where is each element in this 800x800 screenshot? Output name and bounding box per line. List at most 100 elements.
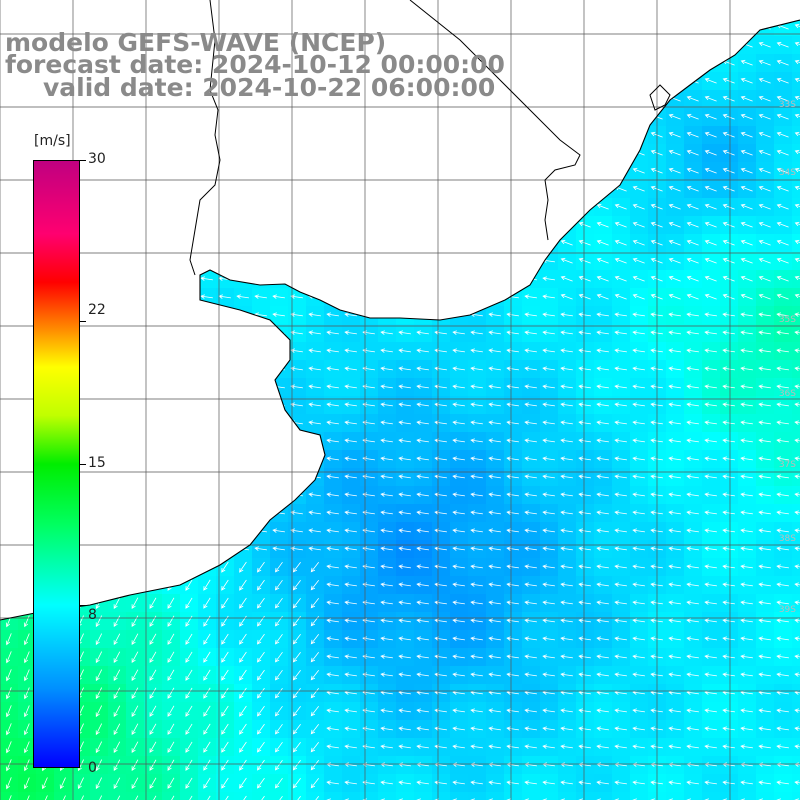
wind-arrow [596,636,609,641]
wind-arrow [524,60,537,65]
wind-arrow [416,744,429,749]
wind-arrow [398,240,411,245]
wind-arrow [740,726,753,731]
wind-arrow [5,705,12,718]
wind-arrow [23,561,30,574]
wind-speed-cell [306,468,325,487]
wind-arrow [722,131,735,138]
wind-arrow [272,204,285,209]
wind-arrow [704,312,717,317]
wind-arrow [164,168,177,173]
wind-arrow [200,240,213,245]
wind-speed-cell [180,252,199,271]
wind-arrow [542,492,555,497]
wind-arrow [236,186,249,191]
wind-arrow [239,705,247,717]
wind-speed-cell [522,252,541,271]
wind-speed-cell [126,234,145,253]
wind-speed-cell [306,450,325,469]
wind-arrow [632,257,645,264]
wind-arrow [470,240,483,245]
wind-speed-cell [450,216,469,235]
wind-arrow [398,132,411,137]
wind-speed-cell [324,162,343,181]
wind-arrow [452,150,465,155]
wind-arrow [578,510,591,515]
wind-arrow [218,312,231,317]
wind-speed-cell [270,792,289,800]
wind-arrow [110,528,123,533]
wind-arrow [542,366,555,371]
wind-speed-cell [324,270,343,289]
wind-arrow [758,582,771,587]
wind-arrow [596,402,609,407]
wind-arrow [686,293,699,300]
wind-arrow [308,204,321,209]
wind-speed-cell [360,144,379,163]
wind-arrow [310,580,320,591]
wind-speed-cell [198,486,217,505]
wind-arrow [740,582,753,587]
wind-speed-cell [360,180,379,199]
wind-arrow [542,240,555,245]
wind-speed-cell [108,108,127,127]
wind-arrow [95,669,103,682]
wind-arrow [578,312,591,317]
wind-arrow [398,294,411,299]
wind-arrow [488,42,501,47]
wind-arrow [272,492,285,497]
wind-arrow [182,186,195,191]
wind-speed-cell [234,252,253,271]
wind-arrow [704,330,717,335]
wind-speed-cell [612,54,631,73]
wind-arrow [164,114,177,119]
wind-arrow [236,114,249,119]
wind-speed-cell [414,108,433,127]
wind-arrow [632,564,645,569]
wind-arrow [128,438,141,443]
wind-arrow [632,726,645,731]
wind-speed-cell [792,126,800,145]
wind-arrow [470,204,483,209]
wind-arrow [542,348,555,353]
wind-arrow [111,7,123,11]
wind-arrow [236,384,249,389]
wind-arrow [326,564,339,569]
wind-arrow [416,582,429,587]
wind-arrow [488,114,501,119]
wind-arrow [200,492,213,497]
wind-arrow [560,546,573,551]
wind-arrow [524,726,537,731]
wind-arrow [560,402,573,407]
wind-speed-cell [522,216,541,235]
wind-speed-cell [576,54,595,73]
wind-speed-cell [144,522,163,541]
wind-arrow [632,131,645,138]
wind-speed-cell [792,36,800,55]
wind-arrow [92,438,105,443]
wind-arrow [38,150,51,155]
wind-speed-cell [144,360,163,379]
wind-speed-cell [234,198,253,217]
wind-arrow [254,258,267,263]
wind-arrow [434,474,447,479]
wind-speed-cell [162,324,181,343]
wind-arrow [167,777,175,789]
wind-speed-cell [450,162,469,181]
wind-arrow [506,186,519,191]
wind-arrow [560,149,573,156]
wind-arrow [20,438,33,443]
wind-arrow [2,78,15,83]
wind-arrow [686,348,699,353]
wind-arrow [344,420,357,425]
wind-arrow [272,474,285,479]
wind-speed-cell [270,360,289,379]
wind-speed-cell [288,252,307,271]
coastline [0,19,800,621]
wind-arrow [149,687,157,699]
wind-speed-cell [342,144,361,163]
wind-speed-cell [576,0,595,19]
wind-speed-cell [270,450,289,469]
wind-arrow [596,275,609,282]
wind-arrow [95,795,103,800]
